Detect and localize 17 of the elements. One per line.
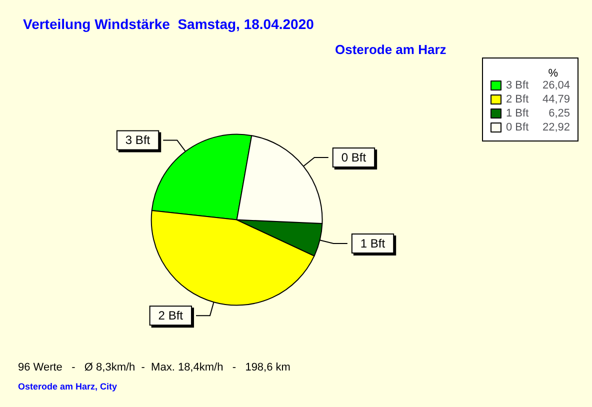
legend-label: 3 Bft [506,80,529,92]
slice-label: 2 Bft [158,308,184,323]
chart-title: Verteilung Windstärke Samstag, 18.04.2020 [23,16,314,32]
chart-subtitle: Osterode am Harz [335,42,447,57]
slice-label: 1 Bft [360,236,386,250]
slice-label: 3 Bft [125,133,151,148]
data-label: 44,79 [542,94,570,106]
text: Osterode am Harz, City [18,382,118,392]
data-label: 22,92 [542,122,570,134]
data-label: 6,25 [548,108,570,120]
slice-label: 0 Bft [341,150,367,165]
legend-label: 0 Bft [506,122,529,134]
legend-title: % [548,68,558,80]
data-label: 26,04 [542,80,570,92]
text: 96 Werte - Ø 8,3km/h - Max. 18,4km/h - 198,6 km [18,362,290,374]
legend-label: 2 Bft [506,94,529,106]
legend-label: 1 Bft [506,108,529,120]
